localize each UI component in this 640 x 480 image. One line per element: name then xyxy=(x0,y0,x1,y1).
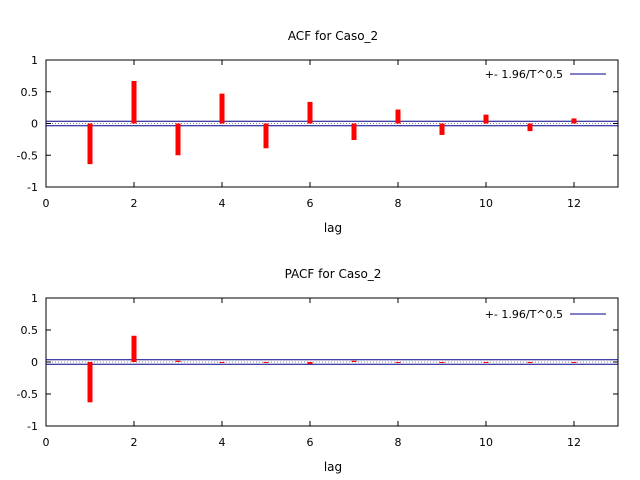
acf-confidence-band xyxy=(46,120,618,127)
pacf-x-tick-label: 10 xyxy=(479,436,493,449)
pacf-bar-lag-5 xyxy=(263,362,269,363)
pacf-x-ticks: 0 2 4 6 8 10 12 xyxy=(43,298,581,449)
acf-x-tick-label: 6 xyxy=(307,197,314,210)
pacf-title: PACF for Caso_2 xyxy=(285,267,382,281)
pacf-y-tick-label: -0.5 xyxy=(17,388,38,401)
acf-y-tick-label: 0 xyxy=(31,118,38,131)
acf-x-axis-label: lag xyxy=(324,221,342,235)
acf-bar-lag-12 xyxy=(571,118,577,124)
pacf-x-axis-label: lag xyxy=(324,460,342,474)
pacf-bar-lag-4 xyxy=(219,362,225,363)
pacf-bar-lag-2 xyxy=(131,335,137,362)
pacf-bar-lag-11 xyxy=(527,362,533,363)
pacf-y-ticks: 1 0.5 0 -0.5 -1 xyxy=(17,292,618,433)
acf-x-tick-label: 10 xyxy=(479,197,493,210)
pacf-x-tick-label: 6 xyxy=(307,436,314,449)
pacf-x-tick-label: 8 xyxy=(395,436,402,449)
acf-x-tick-label: 2 xyxy=(131,197,138,210)
acf-bar-lag-10 xyxy=(483,114,489,124)
acf-panel: ACF for Caso_2 1 0.5 0 -0.5 -1 0 2 4 6 8 10 12 lag… xyxy=(17,29,619,235)
acf-x-tick-label: 12 xyxy=(567,197,581,210)
pacf-x-tick-label: 12 xyxy=(567,436,581,449)
pacf-bar-lag-12 xyxy=(571,362,577,363)
acf-bar-lag-9 xyxy=(439,123,445,135)
pacf-y-tick-label: -1 xyxy=(27,420,38,433)
acf-bar-lag-3 xyxy=(175,123,181,156)
pacf-x-tick-label: 2 xyxy=(131,436,138,449)
acf-y-tick-label: -1 xyxy=(27,181,38,194)
pacf-bar-lag-10 xyxy=(483,362,489,363)
pacf-y-tick-label: 0.5 xyxy=(21,324,39,337)
pacf-legend: +- 1.96/T^0.5 xyxy=(485,308,606,321)
pacf-bar-lag-9 xyxy=(439,362,445,363)
pacf-panel: PACF for Caso_2 1 0.5 0 -0.5 -1 0 2 4 6 8 10 12 la… xyxy=(17,267,619,474)
pacf-x-tick-label: 4 xyxy=(219,436,226,449)
acf-x-tick-label: 8 xyxy=(395,197,402,210)
pacf-legend-label: +- 1.96/T^0.5 xyxy=(485,308,563,321)
acf-legend-label: +- 1.96/T^0.5 xyxy=(485,68,563,81)
acf-x-tick-label: 4 xyxy=(219,197,226,210)
acf-bar-lag-4 xyxy=(219,93,225,124)
acf-y-ticks: 1 0.5 0 -0.5 -1 xyxy=(17,54,618,194)
acf-bar-lag-2 xyxy=(131,80,137,124)
acf-bar-lag-7 xyxy=(351,123,357,141)
pacf-bar-lag-7 xyxy=(351,360,357,362)
acf-bar-lag-1 xyxy=(87,123,93,165)
pacf-bars xyxy=(87,335,577,403)
acf-legend: +- 1.96/T^0.5 xyxy=(485,68,606,81)
acf-y-tick-label: 1 xyxy=(31,54,38,67)
acf-bar-lag-5 xyxy=(263,123,269,149)
acf-title: ACF for Caso_2 xyxy=(288,29,378,43)
acf-bar-lag-11 xyxy=(527,123,533,132)
pacf-bar-lag-8 xyxy=(395,362,401,363)
pacf-x-tick-label: 0 xyxy=(43,436,50,449)
acf-y-tick-label: -0.5 xyxy=(17,149,38,162)
acf-bar-lag-8 xyxy=(395,109,401,124)
acf-bar-lag-6 xyxy=(307,101,313,124)
pacf-confidence-band xyxy=(46,359,618,365)
acf-x-tick-label: 0 xyxy=(43,197,50,210)
pacf-y-tick-label: 0 xyxy=(31,356,38,369)
pacf-bar-lag-6 xyxy=(307,362,313,364)
pacf-bar-lag-3 xyxy=(175,360,181,362)
pacf-y-tick-label: 1 xyxy=(31,292,38,305)
acf-bars xyxy=(87,80,577,165)
acf-y-tick-label: 0.5 xyxy=(21,86,39,99)
pacf-bar-lag-1 xyxy=(87,362,93,403)
acf-x-ticks: 0 2 4 6 8 10 12 xyxy=(43,60,581,210)
